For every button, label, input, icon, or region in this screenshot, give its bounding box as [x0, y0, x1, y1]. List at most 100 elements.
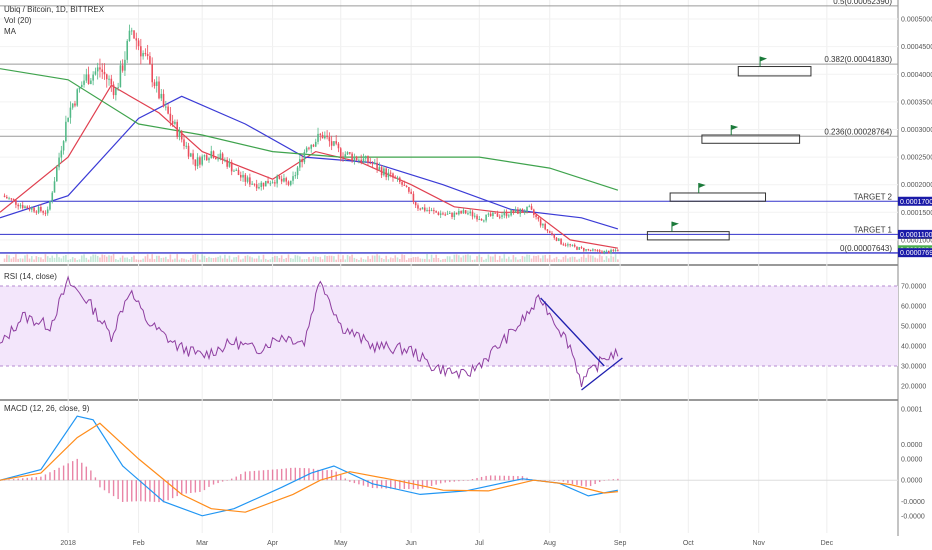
volume-bar — [385, 255, 387, 262]
candle-body — [3, 195, 6, 197]
target-box[interactable] — [669, 192, 767, 202]
volume-bar — [12, 257, 15, 262]
macd-histogram-bar — [167, 480, 169, 501]
volume-bar — [410, 258, 412, 262]
y-axis[interactable]: 0.00050000 0.00045000 0.00040000 0.00035000… — [901, 17, 932, 521]
price-level-label: 0.236(0.00028764) — [824, 127, 892, 136]
candle-body — [185, 145, 188, 147]
volume-bar — [433, 257, 435, 262]
candle-body — [165, 106, 167, 108]
volume-bar — [90, 256, 92, 262]
volume-bar — [576, 259, 578, 262]
volume-bar — [10, 258, 13, 262]
candle-body — [553, 234, 556, 238]
volume-bar — [571, 256, 574, 262]
volume-bar — [578, 258, 581, 262]
candle-body — [53, 181, 56, 193]
volume-bar — [51, 255, 54, 262]
price-pane[interactable]: 0.5(0.00052390) 0.382(0.00041830) 0.236(0.… — [0, 0, 932, 536]
candle-body — [224, 159, 226, 161]
volume-bar — [476, 256, 478, 262]
volume-bar — [201, 254, 203, 262]
volume-bar — [26, 254, 29, 262]
macd-histogram-bar — [426, 480, 428, 488]
target-box[interactable] — [646, 231, 730, 241]
price-tags: 0.000170000.000110000.000082140.00007692 — [898, 196, 932, 258]
candle-body — [233, 170, 235, 172]
macd-histogram-bar — [112, 480, 115, 497]
volume-bar — [203, 255, 206, 262]
candle-body — [201, 156, 203, 165]
rsi-tick-label: 70.0000 — [901, 284, 926, 291]
candle-body — [321, 134, 324, 139]
candle-body — [562, 244, 565, 246]
macd-histogram-bar — [117, 480, 119, 500]
volume-bar — [33, 259, 35, 262]
macd-histogram-bar — [439, 480, 442, 484]
volume-bar — [301, 259, 303, 262]
volume-bar — [8, 255, 10, 262]
candle-body — [292, 176, 294, 181]
volume-bar — [526, 254, 528, 262]
macd-histogram-bar — [226, 480, 228, 481]
candle-body — [537, 217, 540, 220]
candle-body — [542, 223, 544, 226]
volume-bar — [31, 256, 33, 262]
volume-bar — [205, 258, 208, 262]
volume-bar — [271, 257, 274, 262]
rsi-pane[interactable] — [0, 275, 898, 391]
candle-body — [569, 244, 571, 246]
volume-bar — [264, 258, 267, 262]
volume-bar — [596, 258, 599, 262]
candle-body — [317, 133, 319, 142]
candle-body — [364, 155, 367, 159]
macd-histogram-bar — [171, 480, 174, 499]
candle-body — [603, 250, 606, 254]
candle-body — [453, 212, 456, 218]
macd-histogram-bar — [444, 480, 446, 483]
candle-body — [560, 238, 562, 245]
volume-bar — [303, 259, 306, 262]
price-tick-label: 0.00025000 — [901, 155, 932, 162]
candle-body — [205, 155, 208, 161]
macd-histogram-bar — [353, 480, 356, 484]
x-axis[interactable]: 2018 Feb Mar Apr May Jun Jul Aug Sep Oct Nov Dec — [60, 540, 833, 547]
macd-histogram-bar — [362, 480, 365, 486]
candle-body — [217, 158, 219, 160]
macd-pane[interactable] — [0, 415, 898, 517]
candle-body — [483, 220, 485, 222]
volume-bar — [521, 255, 524, 262]
candle-body — [35, 211, 38, 213]
macd-histogram-bar — [312, 468, 315, 481]
volume-bar — [380, 257, 383, 262]
candle-body — [324, 135, 326, 139]
price-level-label: 0.382(0.00041830) — [824, 55, 892, 64]
macd-histogram-bar — [49, 472, 51, 481]
volume-bar — [371, 255, 374, 262]
volume-bar — [421, 258, 424, 262]
macd-lines — [0, 415, 619, 517]
volume-bar — [483, 259, 485, 262]
macd-histogram-bar — [231, 478, 233, 481]
price-tick-label: 0.00010000 — [901, 237, 932, 244]
candle-body — [601, 251, 603, 254]
volume-bar — [478, 254, 481, 262]
volume-bar — [158, 255, 160, 262]
candle-body — [471, 211, 474, 217]
volume-bar — [62, 255, 65, 262]
candle-body — [362, 158, 365, 163]
candle-body — [353, 156, 356, 161]
target-box[interactable] — [701, 134, 801, 144]
macd-histogram-bar — [162, 480, 165, 503]
volume-bar — [344, 259, 347, 262]
volume-bar — [96, 255, 99, 262]
macd-histogram-bar — [585, 480, 587, 487]
volume-bar — [299, 256, 301, 262]
macd-histogram-bar — [330, 469, 333, 481]
volume-bar — [573, 256, 576, 262]
candle-body — [592, 249, 594, 251]
target-box[interactable] — [737, 66, 812, 77]
target-boxes[interactable] — [646, 56, 812, 241]
candle-body — [103, 71, 106, 75]
